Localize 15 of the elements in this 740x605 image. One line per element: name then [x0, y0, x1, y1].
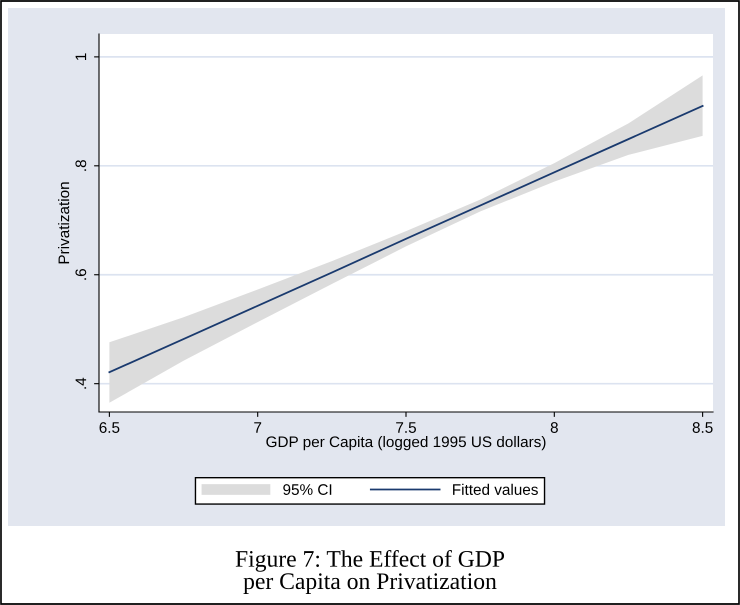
text: Figure 7: The Effect of GDP per Capita on Privatization [236, 550, 504, 594]
y-tick-label: .4 [76, 378, 86, 389]
x-tick-label: 6.5 [100, 422, 120, 433]
x-axis-title: GDP per Capita (logged 1995 US dollars) [266, 436, 546, 450]
x-tick-label: 7.5 [396, 422, 416, 433]
y-axis-title: Privatization [58, 182, 70, 264]
y-tick-label: 1 [76, 53, 86, 60]
x-tick-label: 8 [550, 422, 558, 433]
y-tick-label: .8 [75, 160, 86, 171]
text: 95% CI [283, 484, 332, 495]
x-tick-label: 8.5 [692, 422, 713, 433]
legend-label: Fitted values [453, 484, 538, 495]
x-tick-label: 7 [254, 422, 262, 433]
y-tick-label: .6 [75, 269, 86, 280]
line-series [108, 104, 704, 374]
